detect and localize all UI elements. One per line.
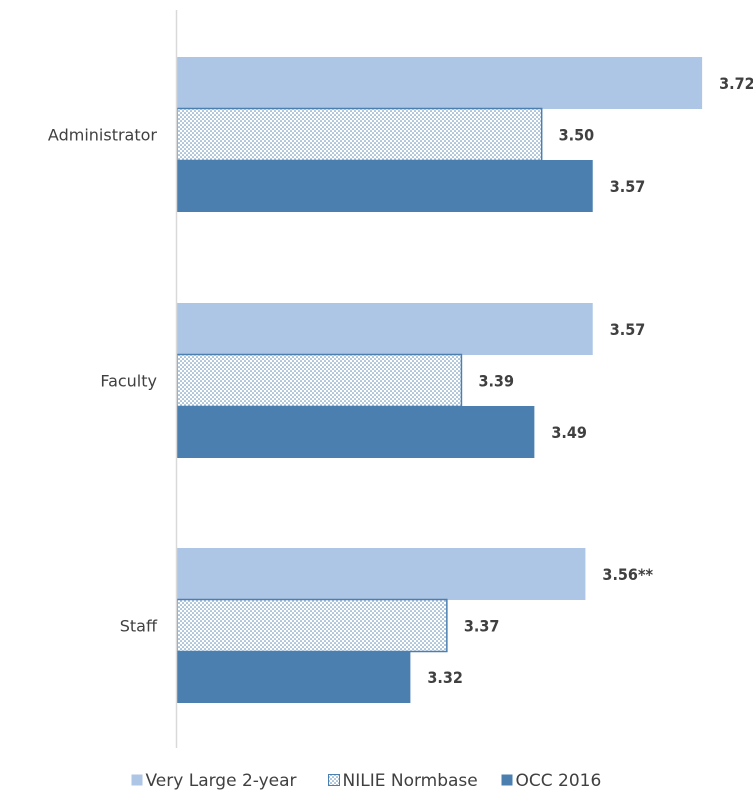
category-label-staff: Staff <box>120 617 158 636</box>
bar-staff-very-large-2-year <box>177 548 586 600</box>
legend-swatch-occ-2016 <box>501 774 513 786</box>
data-label-administrator-very-large-2-year: 3.72 <box>719 74 753 93</box>
category-label-faculty: Faculty <box>100 372 157 391</box>
data-label-faculty-very-large-2-year: 3.57 <box>610 320 646 339</box>
legend-item-occ-2016: OCC 2016 <box>501 771 602 791</box>
bars-layer <box>176 57 703 703</box>
legend-label-occ-2016: OCC 2016 <box>516 771 602 791</box>
data-label-staff-occ-2016: 3.32 <box>427 668 463 687</box>
legend-swatch-nilie-normbase <box>328 774 340 786</box>
data-label-faculty-nilie-normbase: 3.39 <box>478 372 514 391</box>
bar-faculty-nilie-normbase <box>176 353 463 408</box>
legend-item-very-large-2-year: Very Large 2-year <box>131 771 297 791</box>
data-label-staff-very-large-2-year: 3.56** <box>602 565 653 584</box>
data-label-faculty-occ-2016: 3.49 <box>551 423 587 442</box>
legend-label-nilie-normbase: NILIE Normbase <box>343 771 478 791</box>
bar-faculty-very-large-2-year <box>177 303 593 355</box>
bar-administrator-nilie-normbase <box>176 107 543 162</box>
category-label-administrator: Administrator <box>48 126 157 145</box>
data-label-administrator-occ-2016: 3.57 <box>610 177 646 196</box>
bar-staff-nilie-normbase <box>176 598 448 653</box>
data-label-administrator-nilie-normbase: 3.50 <box>559 126 595 145</box>
data-label-staff-nilie-normbase: 3.37 <box>464 617 500 636</box>
legend-item-nilie-normbase: NILIE Normbase <box>328 771 478 791</box>
legend: Very Large 2-year NILIE Normbase OCC 2016 <box>131 771 602 791</box>
legend-swatch-very-large-2-year <box>131 774 143 786</box>
labels-layer: 3.72 3.50 3.57 Administrator 3.57 3.39 3.49 Fac… <box>48 74 753 687</box>
bar-administrator-very-large-2-year <box>177 57 703 109</box>
bar-faculty-occ-2016 <box>177 406 535 458</box>
bar-staff-occ-2016 <box>177 651 411 703</box>
bar-administrator-occ-2016 <box>177 160 593 212</box>
legend-label-very-large-2-year: Very Large 2-year <box>146 771 297 791</box>
